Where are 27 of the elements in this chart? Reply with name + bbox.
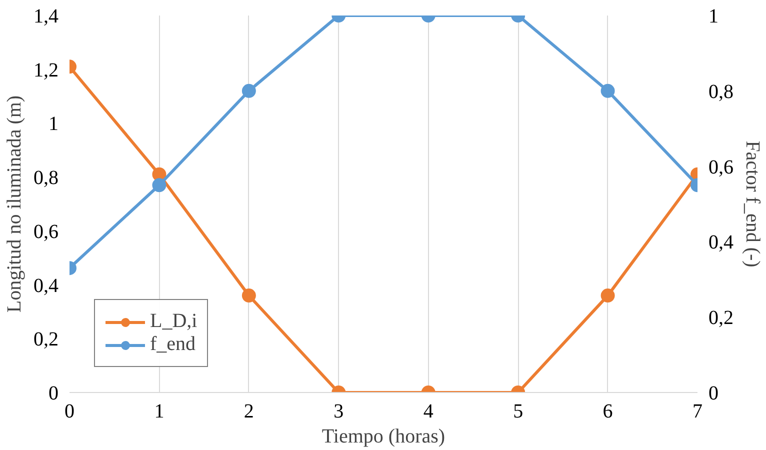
y-tick-label: 0,6 (34, 220, 58, 243)
y-tick-label: 0,4 (34, 274, 58, 297)
x-tick-label: 7 (692, 400, 702, 422)
y2-tick-label: 1 (708, 6, 718, 28)
x-tick-label: 6 (602, 400, 613, 422)
x-tick-label: 5 (513, 400, 524, 422)
x-axis-title: Tiempo (horas) (322, 426, 446, 448)
y-tick-label: 0 (48, 382, 58, 404)
y-tick-label: 0,2 (34, 328, 58, 351)
y2-tick-label: 0,6 (708, 156, 734, 178)
y2-tick-label: 0,2 (708, 307, 734, 330)
y-tick-label: 1 (48, 113, 58, 136)
x-tick-label: 1 (154, 400, 164, 422)
y-tick-label: 1,2 (34, 59, 58, 82)
y-axis-title: Longitud no iluminada (m) (4, 95, 26, 313)
y2-tick-label: 0,8 (708, 80, 734, 103)
y2-tick-label: 0,4 (708, 232, 734, 254)
x-tick-label: 4 (423, 400, 434, 422)
y-tick-label: 1,4 (34, 6, 58, 28)
x-tick-label: 0 (64, 400, 74, 422)
x-tick-label: 2 (244, 400, 254, 422)
legend-label: f_end (150, 333, 196, 356)
x-tick-label: 3 (334, 400, 344, 422)
y2-axis-title: Factor f_end (-) (742, 140, 764, 268)
y2-tick-label: 0 (708, 382, 718, 404)
legend-label: L_D,i (150, 310, 198, 333)
y-tick-label: 0,8 (34, 167, 58, 190)
